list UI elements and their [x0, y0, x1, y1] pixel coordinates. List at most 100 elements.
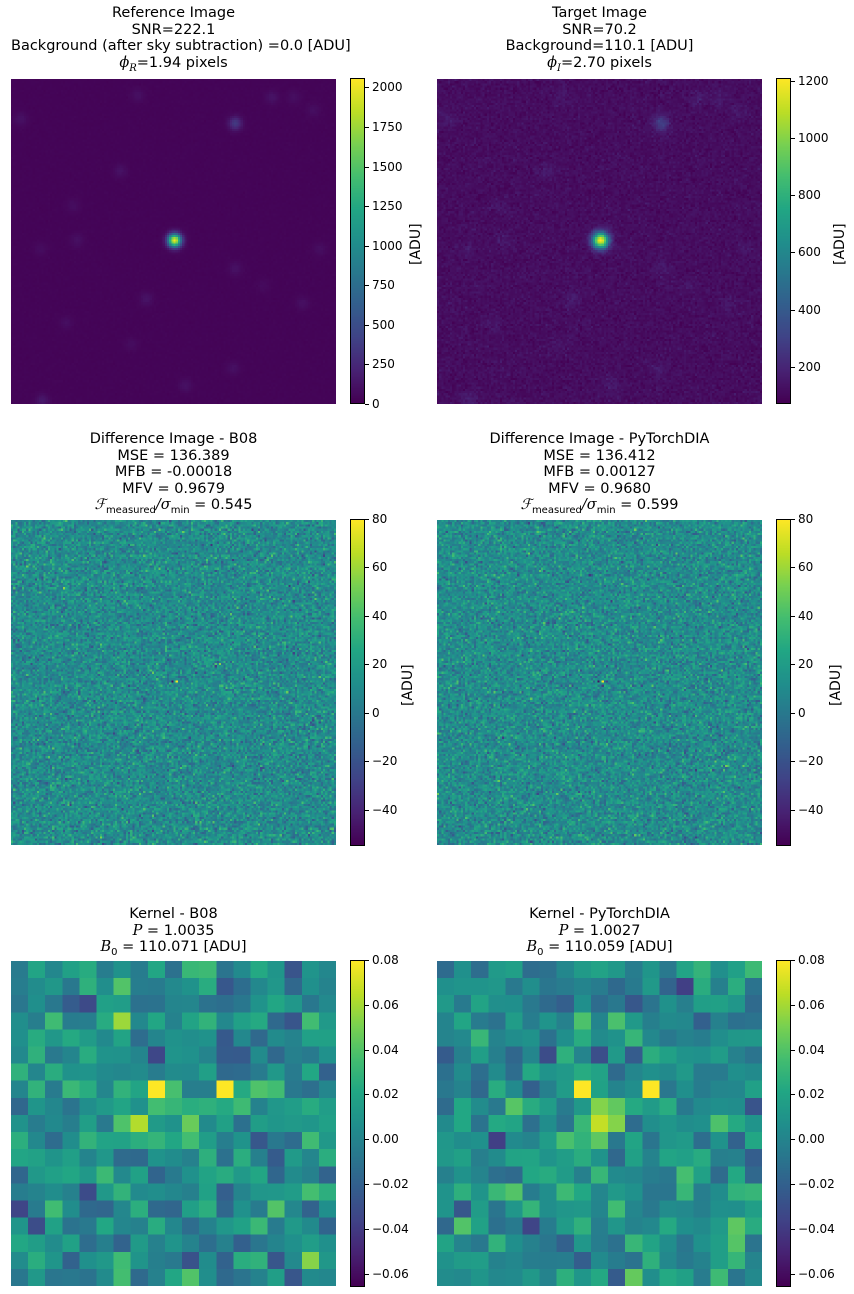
colorbar-tick [365, 810, 369, 811]
title-line: Difference Image - PyTorchDIA [489, 431, 710, 447]
colorbar-tick [365, 1050, 369, 1051]
title-line: MSE = 136.389 [117, 447, 230, 464]
colorbar-tick-label: 1000 [798, 131, 829, 145]
title-line: Target Image [552, 5, 647, 21]
colorbar-tick-label: 0.08 [798, 953, 825, 967]
colorbar-tick-label: 1250 [372, 199, 403, 213]
colorbar-tick-label: 0.02 [798, 1087, 825, 1101]
colorbar-tick [365, 1005, 369, 1006]
title-line: MFB = -0.00018 [114, 464, 233, 480]
colorbar-tick-label: 0 [372, 397, 380, 411]
colorbar-tick [365, 1274, 369, 1275]
colorbar-tick-label: −0.04 [372, 1222, 409, 1236]
colorbar-tick [791, 664, 795, 665]
colorbar-tick-label: 0 [798, 706, 806, 720]
colorbar-tick-label: 250 [372, 357, 395, 371]
colorbar-tick [365, 87, 369, 88]
title-line: Difference Image - B08 [89, 431, 258, 447]
colorbar-tick-label: 80 [798, 512, 814, 526]
photometric-scale-line: P = 1.0027 [558, 922, 641, 939]
colorbar-tick [791, 1005, 795, 1006]
colorbar-tick-label: −0.02 [798, 1177, 835, 1191]
colorbar-tick [791, 960, 795, 961]
target-image-title: Target Image SNR=70.2 Background=110.1 [… [437, 5, 762, 77]
colorbar-tick-label: 0.04 [798, 1043, 825, 1057]
colorbar-tick [365, 1184, 369, 1185]
target-colorbar [776, 78, 791, 404]
colorbar-tick [791, 1094, 795, 1095]
kernel-pytorchdia-image [437, 961, 762, 1286]
colorbar-tick-label: −0.02 [372, 1177, 409, 1191]
colorbar-tick [365, 167, 369, 168]
colorbar-tick [365, 404, 369, 405]
colorbar-tick [365, 761, 369, 762]
colorbar-tick-label: −0.06 [372, 1267, 409, 1281]
title-line: MFV = 0.9680 [548, 480, 651, 497]
colorbar-tick-label: 0.02 [372, 1087, 399, 1101]
colorbar-tick [791, 1184, 795, 1185]
difference-b08-colorbar-label: [ADU] [400, 664, 416, 706]
colorbar-tick [365, 567, 369, 568]
colorbar-tick-label: 0 [372, 706, 380, 720]
colorbar-tick [365, 519, 369, 520]
title-line: MSE = 136.412 [543, 447, 656, 464]
background-line: B0 = 110.059 [ADU] [526, 939, 673, 958]
title-line: Kernel - B08 [129, 906, 218, 922]
colorbar-tick-label: 0.00 [798, 1132, 825, 1146]
difference-pytorchdia-image [437, 520, 762, 845]
title-line: MFB = 0.00127 [543, 464, 656, 480]
colorbar-tick-label: 60 [372, 560, 388, 574]
colorbar-tick [365, 364, 369, 365]
colorbar-tick [365, 206, 369, 207]
colorbar-tick-label: 1500 [372, 160, 403, 174]
colorbar-tick [365, 127, 369, 128]
colorbar-tick [791, 367, 795, 368]
colorbar-tick-label: −20 [798, 754, 824, 768]
colorbar-tick-label: 1200 [798, 74, 829, 88]
difference-b08-image [11, 520, 336, 845]
colorbar-tick [365, 246, 369, 247]
reference-image-title: Reference Image SNR=222.1 Background (af… [11, 5, 351, 77]
title-line: SNR=70.2 [562, 21, 637, 38]
colorbar-tick [791, 138, 795, 139]
reference-image [11, 79, 336, 404]
colorbar-tick [791, 519, 795, 520]
colorbar-tick [791, 761, 795, 762]
colorbar-tick [791, 1274, 795, 1275]
reference-colorbar-label: [ADU] [408, 223, 424, 265]
colorbar-tick-label: 60 [798, 560, 814, 574]
colorbar-tick-label: 20 [372, 657, 388, 671]
colorbar-tick [365, 1094, 369, 1095]
title-line: Background=110.1 [ADU] [505, 38, 694, 54]
colorbar-tick [365, 616, 369, 617]
target-image [437, 79, 762, 404]
kernel-b08-image [11, 961, 336, 1286]
colorbar-tick [365, 325, 369, 326]
colorbar-tick-label: −40 [798, 803, 824, 817]
colorbar-tick-label: 1750 [372, 120, 403, 134]
colorbar-tick [365, 713, 369, 714]
colorbar-tick-label: 40 [798, 609, 814, 623]
colorbar-tick [791, 252, 795, 253]
colorbar-tick [791, 195, 795, 196]
colorbar-tick [791, 1050, 795, 1051]
colorbar-tick [791, 1229, 795, 1230]
difference-b08-title: Difference Image - B08 MSE = 136.389 MFB… [11, 431, 336, 519]
title-line: MFV = 0.9679 [122, 480, 225, 497]
colorbar-tick-label: 0.00 [372, 1132, 399, 1146]
colorbar-tick-label: 400 [798, 303, 821, 317]
title-line: Background (after sky subtraction) =0.0 … [11, 38, 351, 54]
colorbar-tick-label: 1000 [372, 239, 403, 253]
colorbar-tick-label: 200 [798, 360, 821, 374]
colorbar-tick [791, 310, 795, 311]
colorbar-tick-label: 80 [372, 512, 388, 526]
colorbar-tick [365, 664, 369, 665]
colorbar-tick-label: 500 [372, 318, 395, 332]
colorbar-tick-label: −0.06 [798, 1267, 835, 1281]
colorbar-tick [791, 567, 795, 568]
kernel-pytorchdia-title: Kernel - PyTorchDIA P = 1.0027 B0 = 110.… [437, 906, 762, 961]
colorbar-tick [365, 1229, 369, 1230]
kernel-pytorchdia-colorbar [776, 960, 791, 1287]
colorbar-tick [791, 1139, 795, 1140]
photometric-scale-line: P = 1.0035 [132, 922, 215, 939]
